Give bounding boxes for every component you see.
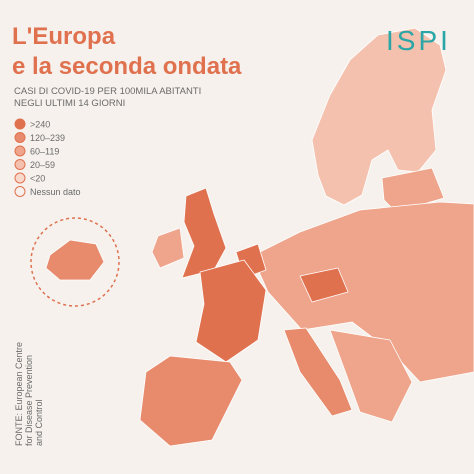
iberia xyxy=(139,355,243,447)
legend-swatch xyxy=(14,186,26,197)
legend-swatch xyxy=(14,132,26,143)
legend-label: 120–239 xyxy=(30,133,65,143)
scandinavia xyxy=(311,27,447,206)
source: FONTE: European Centre for Disease Preve… xyxy=(14,342,44,446)
italy xyxy=(283,327,353,417)
legend-swatch xyxy=(14,118,26,130)
legend: >240 120–239 60–119 20–59 <20 Nessun dato xyxy=(14,118,81,197)
iceland xyxy=(45,239,105,281)
legend-label: <20 xyxy=(30,174,45,184)
legend-label: Nessun dato xyxy=(30,187,81,197)
iceland-inset xyxy=(30,217,120,307)
subtitle-line: CASI DI COVID-19 PER 100MILA ABITANTI xyxy=(14,86,201,97)
europe-map xyxy=(139,27,474,447)
logo: ISPI xyxy=(386,25,451,56)
legend-swatch xyxy=(14,145,26,157)
legend-swatch xyxy=(14,159,26,170)
central-eastern-europe xyxy=(251,201,474,383)
legend-label: 20–59 xyxy=(30,160,55,170)
subtitle-line: NEGLI ULTIMI 14 GIORNI xyxy=(14,98,125,109)
legend-label: 60–119 xyxy=(30,147,59,157)
balkans xyxy=(329,329,413,423)
title-line: e la seconda ondata xyxy=(12,53,242,80)
czechia xyxy=(299,267,349,303)
france xyxy=(195,259,267,363)
legend-swatch xyxy=(14,172,26,184)
legend-label: >240 xyxy=(30,120,50,130)
title-line: L'Europa xyxy=(12,23,116,50)
source-line: FONTE: European Centre xyxy=(14,342,24,446)
source-line: for Disease Prevention xyxy=(24,355,34,446)
ireland xyxy=(151,227,185,269)
source-line: and Control xyxy=(34,399,44,446)
